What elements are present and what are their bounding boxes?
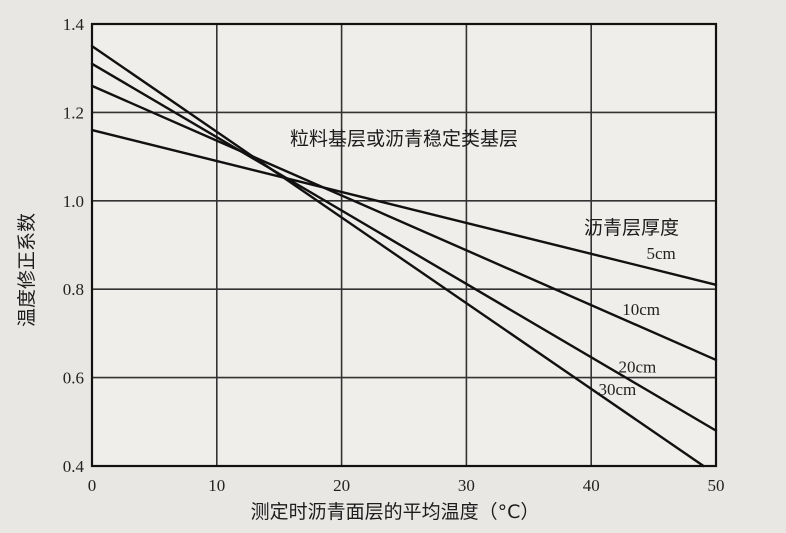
series-line-20cm — [90, 62, 718, 432]
gridlines — [91, 23, 717, 467]
series-lines — [90, 44, 718, 468]
x-tick-label: 30 — [458, 476, 475, 495]
series-label-10cm: 10cm — [622, 300, 660, 319]
plot-area — [92, 24, 716, 466]
series-line-5cm — [90, 128, 718, 286]
y-tick-label: 0.4 — [63, 457, 85, 476]
y-tick-label: 1.0 — [63, 192, 84, 211]
x-tick-label: 0 — [88, 476, 97, 495]
x-tick-labels: 0 10 20 30 40 50 — [88, 476, 725, 495]
series-label-20cm: 20cm — [618, 357, 656, 376]
series-labels: 5cm 10cm 20cm 30cm — [599, 244, 676, 399]
y-tick-labels: 0.4 0.6 0.8 1.0 1.2 1.4 — [63, 15, 85, 476]
y-tick-label: 0.6 — [63, 369, 84, 388]
x-axis-label: 测定时沥青面层的平均温度（°C） — [251, 501, 540, 523]
x-tick-label: 20 — [333, 476, 350, 495]
y-tick-label: 1.4 — [63, 15, 85, 34]
x-tick-label: 40 — [583, 476, 600, 495]
series-line-10cm — [90, 84, 718, 362]
series-label-5cm: 5cm — [646, 244, 675, 263]
series-label-30cm: 30cm — [599, 380, 637, 399]
series-line-30cm — [90, 44, 705, 468]
x-tick-label: 10 — [208, 476, 225, 495]
y-tick-label: 1.2 — [63, 103, 84, 122]
region-label: 粒料基层或沥青稳定类基层 — [290, 128, 518, 150]
y-axis-label: 温度修正系数 — [16, 213, 38, 327]
plot-frame — [90, 22, 718, 468]
legend-title: 沥青层厚度 — [584, 217, 679, 239]
y-tick-label: 0.8 — [63, 280, 84, 299]
x-tick-label: 50 — [708, 476, 725, 495]
